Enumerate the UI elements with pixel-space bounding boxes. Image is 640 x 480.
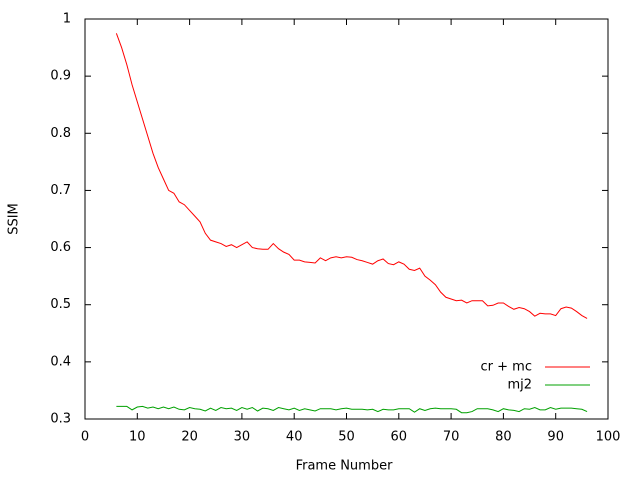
- x-tick-label: 20: [181, 430, 198, 445]
- y-tick-label: 0.6: [50, 240, 71, 255]
- x-tick-label: 60: [391, 430, 408, 445]
- x-tick-label: 30: [234, 430, 251, 445]
- y-tick-label: 1: [63, 12, 71, 27]
- x-tick-label: 0: [81, 430, 89, 445]
- x-tick-label: 90: [547, 430, 564, 445]
- x-axis-label: Frame Number: [296, 459, 394, 474]
- legend-label: mj2: [507, 378, 532, 393]
- y-axis-label: SSIM: [7, 203, 22, 235]
- y-tick-label: 0.9: [50, 69, 71, 84]
- legend-label: cr + mc: [481, 360, 532, 375]
- x-tick-label: 50: [338, 430, 355, 445]
- series-line: [115, 33, 588, 319]
- y-tick-label: 0.7: [50, 183, 71, 198]
- x-tick-label: 10: [129, 430, 146, 445]
- y-tick-label: 0.3: [50, 412, 71, 427]
- y-tick-label: 0.4: [50, 354, 71, 369]
- y-tick-label: 0.5: [50, 297, 71, 312]
- x-tick-label: 70: [443, 430, 460, 445]
- x-tick-label: 40: [286, 430, 303, 445]
- x-tick-label: 100: [596, 430, 621, 445]
- series-line: [116, 405, 588, 414]
- y-tick-label: 0.8: [50, 126, 71, 141]
- x-tick-label: 80: [495, 430, 512, 445]
